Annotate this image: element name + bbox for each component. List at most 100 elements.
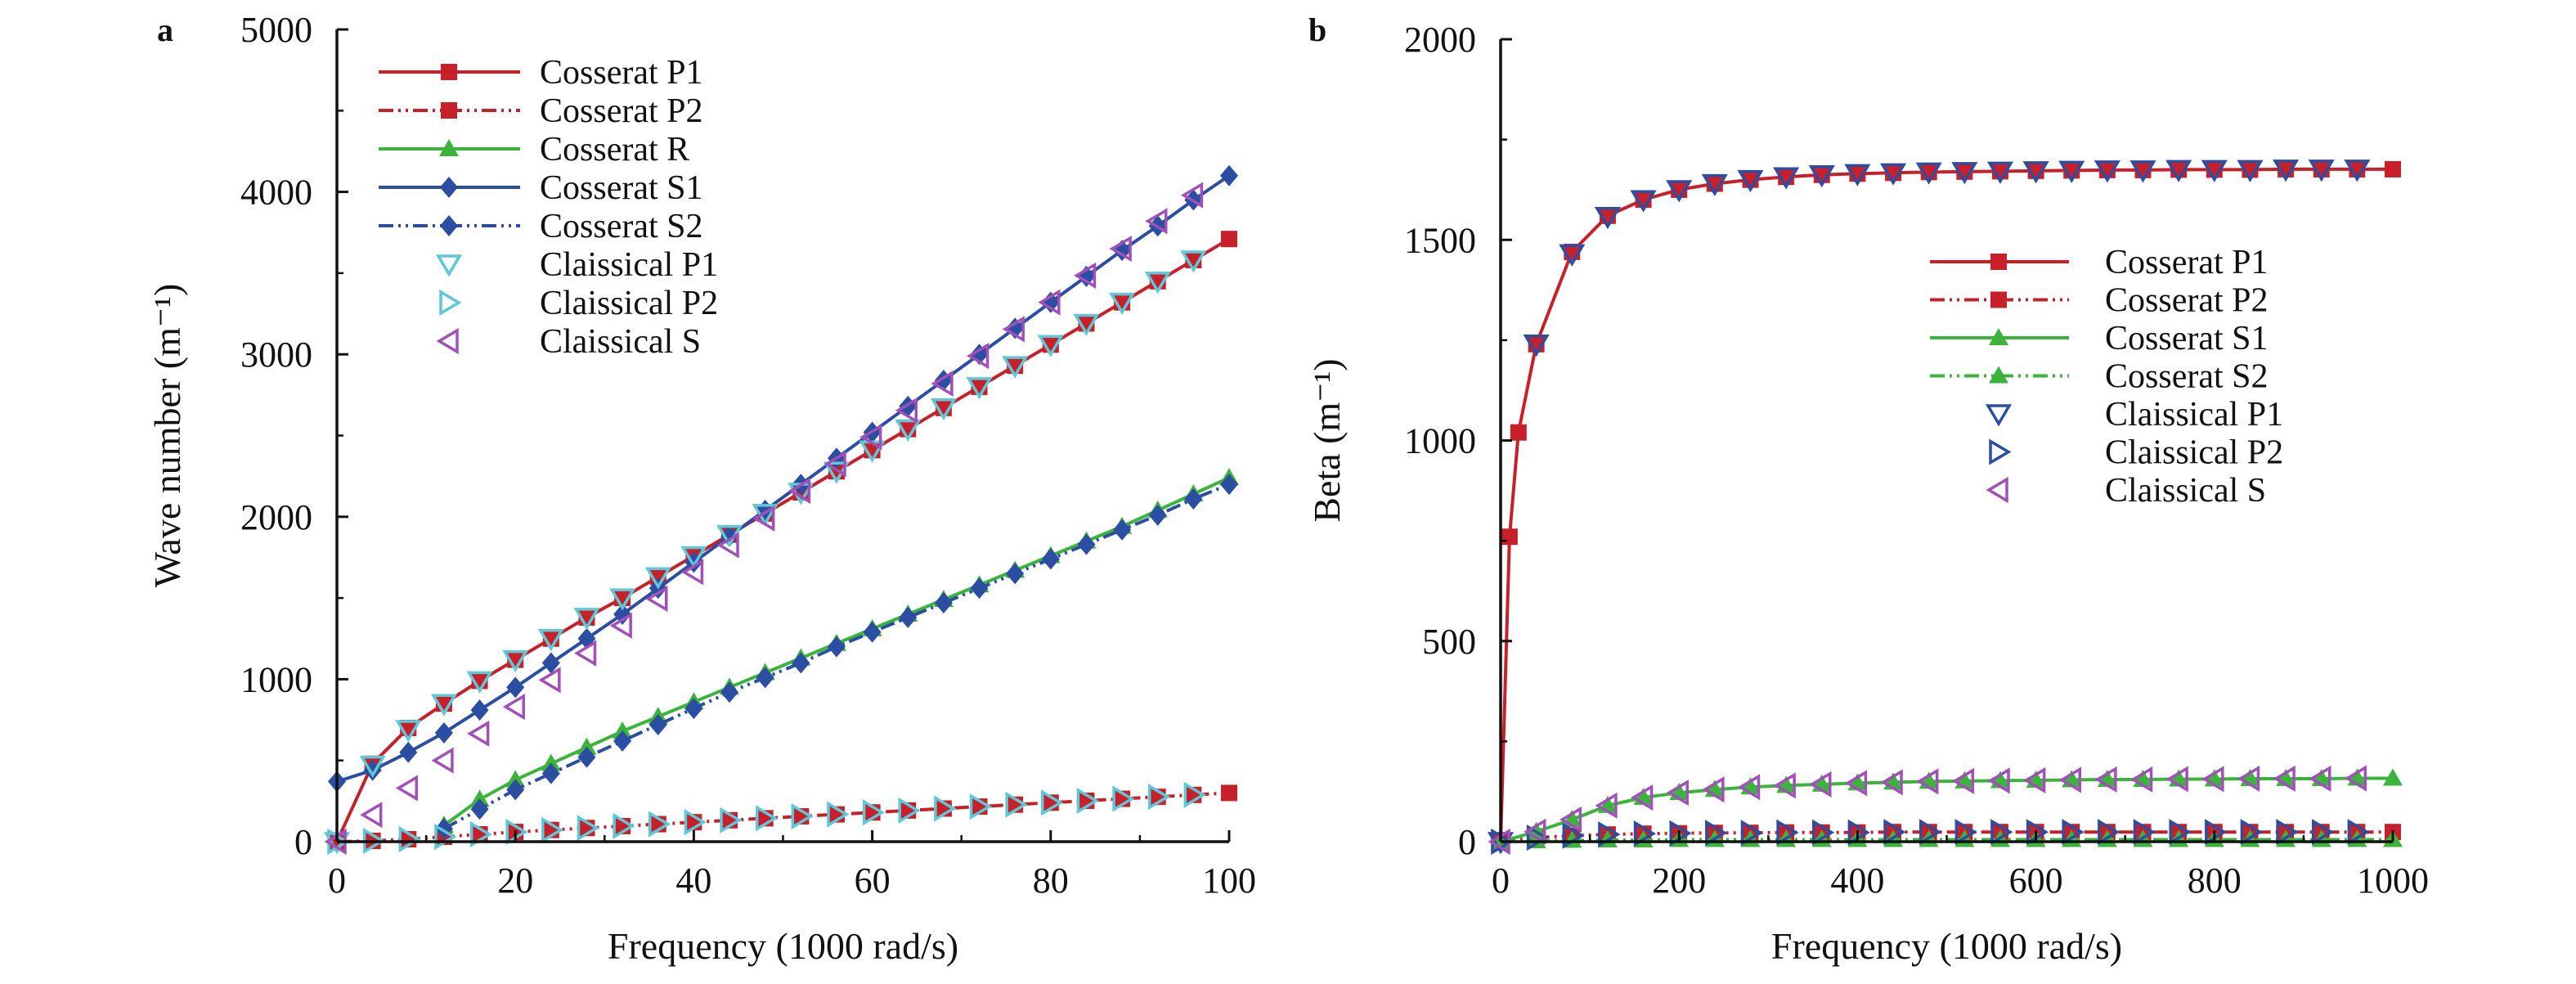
data-point-claissical-s: [788, 477, 811, 505]
data-point-claissical-p1: [2094, 160, 2120, 183]
data-point-cosserat-s2: [792, 652, 810, 674]
data-point-claissical-s: [1180, 182, 1204, 209]
data-point-claissical-s: [1987, 767, 2010, 794]
x-tick-label: 20: [497, 860, 533, 901]
x-tick-label: 600: [2009, 860, 2063, 901]
data-point-claissical-s: [895, 397, 918, 424]
legend-marker: [435, 254, 463, 277]
data-point-claissical-p2: [2276, 819, 2299, 846]
data-point-claissical-p2: [2311, 819, 2335, 846]
legend-marker: [1985, 404, 2013, 427]
data-point-cosserat-r: [577, 737, 597, 755]
data-point-claissical-s: [1595, 792, 1618, 819]
legend-marker: [1990, 254, 2007, 270]
data-point-claissical-p1: [895, 419, 922, 442]
legend-item-claissical-p2: Claissical P2: [439, 285, 718, 322]
legend-label: Claissical P1: [2105, 396, 2283, 434]
data-point-claissical-p2: [827, 801, 850, 828]
legend-item-claissical-p1: Claissical P1: [1985, 396, 2283, 434]
legend-marker: [441, 102, 457, 119]
data-point-cosserat-s2: [970, 577, 989, 600]
legend-marker: [1989, 366, 2008, 384]
data-point-cosserat-s2: [1526, 831, 1546, 849]
data-point-claissical-s: [1738, 774, 1761, 801]
data-point-cosserat-s2: [899, 606, 918, 628]
data-point-claissical-s: [1109, 236, 1132, 263]
legend-marker: [1989, 328, 2008, 345]
legend-item-cosserat-p2: Cosserat P2: [379, 92, 703, 130]
data-point-claissical-p2: [1147, 784, 1171, 811]
data-point-claissical-s: [431, 747, 454, 774]
x-tick-label: 40: [675, 860, 711, 901]
data-point-claissical-p1: [502, 649, 529, 673]
data-point-cosserat-s1: [613, 603, 632, 625]
data-point-claissical-p2: [1883, 819, 1906, 846]
data-point-claissical-p1: [1002, 356, 1029, 379]
data-point-claissical-p2: [2240, 819, 2263, 846]
data-point-cosserat-s2: [1113, 519, 1132, 541]
data-point-claissical-p1: [2273, 160, 2300, 182]
data-point-claissical-p2: [1740, 820, 1763, 847]
data-point-claissical-p1: [609, 588, 636, 611]
data-point-cosserat-s1: [470, 699, 489, 721]
data-point-claissical-s: [716, 532, 739, 559]
data-point-claissical-s: [467, 720, 490, 747]
data-point-claissical-p2: [1812, 819, 1835, 846]
legend-item-claissical-s: Claissical S: [436, 323, 701, 361]
data-point-claissical-p2: [1005, 791, 1028, 818]
data-point-claissical-p1: [1915, 162, 1942, 185]
data-point-claissical-p1: [1073, 313, 1100, 336]
data-point-claissical-p2: [2133, 819, 2156, 846]
data-point-claissical-s: [609, 612, 632, 639]
data-point-claissical-p1: [466, 671, 493, 694]
y-tick-label: 3000: [240, 335, 312, 375]
data-point-claissical-p1: [395, 720, 422, 743]
data-point-cosserat-s1: [399, 741, 418, 763]
x-tick-label: 400: [1830, 860, 1884, 901]
legend-item-cosserat-p2: Cosserat P2: [1930, 282, 2269, 320]
legend-label: Cosserat P1: [2105, 244, 2269, 281]
legend-item-claissical-p1: Claissical P1: [435, 246, 718, 284]
x-tick-label: 0: [328, 860, 346, 901]
data-point-cosserat-s2: [827, 636, 846, 658]
data-point-cosserat-p1: [1221, 231, 1237, 248]
data-point-claissical-s: [1631, 784, 1654, 811]
y-tick-label: 2000: [1404, 20, 1476, 60]
data-point-cosserat-s2: [684, 698, 703, 720]
data-point-claissical-s: [538, 667, 561, 694]
data-point-claissical-s: [1666, 780, 1689, 807]
data-point-cosserat-s2: [577, 746, 596, 768]
data-point-claissical-s: [680, 559, 704, 586]
data-point-claissical-p2: [1041, 789, 1064, 816]
data-point-claissical-s: [1951, 767, 1975, 795]
series-claissical-p2: [327, 781, 1206, 856]
data-point-claissical-s: [1002, 316, 1025, 343]
series-line-cosserat-s1: [1500, 776, 2393, 843]
data-point-claissical-p1: [680, 546, 707, 568]
data-point-cosserat-s2: [1184, 488, 1203, 510]
data-point-claissical-s: [1145, 208, 1168, 235]
data-point-cosserat-s1: [1220, 164, 1238, 186]
data-point-claissical-s: [645, 586, 668, 613]
series-claissical-p2: [1491, 819, 2370, 856]
data-point-claissical-s: [1559, 806, 1582, 833]
x-tick-label: 1000: [2357, 860, 2429, 901]
data-point-cosserat-s2: [863, 621, 882, 643]
data-point-cosserat-s2: [648, 714, 667, 736]
data-point-claissical-p2: [1919, 819, 1942, 846]
legend-item-cosserat-p1: Cosserat P1: [1930, 244, 2269, 281]
y-tick-label: 5000: [240, 10, 312, 50]
data-point-cosserat-s2: [1077, 533, 1096, 555]
data-point-claissical-p1: [1594, 207, 1621, 230]
data-point-claissical-s: [2273, 765, 2296, 793]
series-line-cosserat-s1: [336, 174, 1231, 784]
y-axis-title: Wave number (m⁻¹): [146, 284, 188, 588]
legend-label: Cosserat R: [540, 131, 689, 168]
axes: 0 200 400 600 800 1000 0 500 1000 1500 2000: [1404, 20, 2429, 901]
data-point-cosserat-s1: [506, 676, 525, 699]
data-point-claissical-p1: [966, 377, 993, 400]
legend-label: Claissical S: [2105, 472, 2266, 510]
data-point-claissical-p1: [1773, 167, 1800, 190]
series-cosserat-s2: [434, 474, 1238, 840]
data-point-claissical-p1: [1844, 164, 1871, 186]
